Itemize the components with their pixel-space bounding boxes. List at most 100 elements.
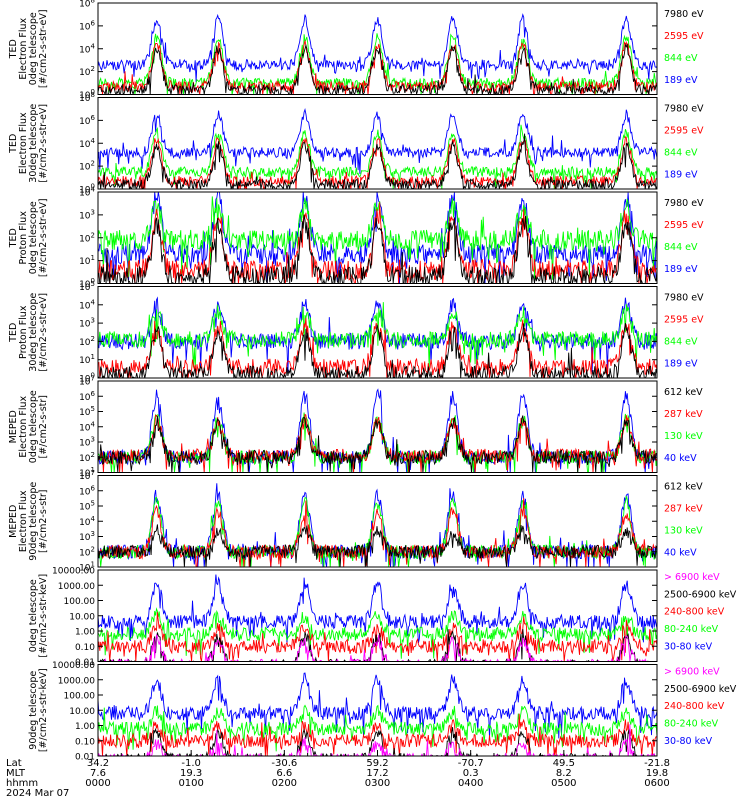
panel-2-ytick-label: 104 [79, 137, 95, 150]
panel-7-series-4-line [98, 607, 657, 659]
panel-6-legend-entry: 40 keV [664, 548, 697, 559]
panel-1-legend-entry: 2595 eV [664, 31, 704, 42]
panel-6-ylabel-line-2: Electron Flux [18, 490, 29, 552]
panel-7-ytick-label: 1000.00 [58, 582, 95, 592]
panel-5-legend-entry: 612 keV [664, 387, 703, 398]
panel-2-legend-entry: 2595 eV [664, 126, 704, 137]
panel-7-ytick-label: 0.01 [75, 658, 95, 668]
xaxis-hhmm-label: 0400 [458, 778, 483, 789]
xaxis-hhmm-label: 0000 [85, 778, 110, 789]
panel-7-legend-entry: 30-80 keV [664, 641, 713, 652]
panel-6-ylabel-line-3: 90deg telescope [28, 482, 39, 561]
panel-6-series-1-line [98, 524, 657, 567]
panel-7-ytick-label: 10.00 [69, 612, 95, 622]
panel-3-ylabel-line-2: Proton Flux [18, 211, 29, 265]
panel-5-legend-entry: 287 keV [664, 409, 703, 420]
panel-2-series-1-line [98, 133, 657, 189]
xaxis-lat-label: -21.8 [644, 758, 670, 769]
panel-1-legend-entry: 844 eV [664, 53, 698, 64]
panel-4-ytick-label: 103 [79, 317, 95, 330]
panel-2-legend-entry: 189 eV [664, 170, 698, 181]
panel-7-legend-entry: 80-240 keV [664, 624, 719, 635]
panel-4-series-3-line [98, 302, 657, 371]
panel-1-series-3-line [98, 33, 657, 95]
panel-1-ytick-label: 108 [79, 0, 95, 10]
panel-4-ytick-label: 101 [79, 353, 95, 366]
panel-8: 0.01 0.10 1.00 10.00 100.00 1000.00 10000.00 90… [28, 661, 737, 763]
panel-6-legend-entry: 612 keV [664, 482, 703, 493]
panel-8-ytick-label: 0.01 [75, 753, 95, 763]
panel-1-ytick-label: 106 [79, 19, 95, 32]
panel-7-ytick-label: 1.00 [75, 628, 95, 638]
panel-4-ylabel-line-2: Proton Flux [18, 305, 29, 359]
panel-5-ytick-label: 104 [79, 420, 95, 433]
panel-8-ylabel-line-1: 90deg telescope [28, 671, 39, 750]
panel-8-legend-entry: > 6900 keV [664, 667, 720, 678]
panel-7-series-3-line [98, 612, 657, 662]
panel-1-ylabel-line-2: Electron Flux [18, 18, 29, 80]
panel-7: 0.01 0.10 1.00 10.00 100.00 1000.00 10000.00 0d… [28, 567, 737, 669]
xaxis-date: 2024 Mar 07 [6, 788, 69, 799]
panel-5-legend-entry: 130 keV [664, 431, 703, 442]
panel-7-series-5-line [98, 574, 657, 645]
panel-4-ytick-label: 102 [79, 335, 95, 348]
panel-3-legend-entry: 189 eV [664, 264, 698, 275]
panel-1-series-4-line [98, 13, 657, 83]
panel-2-ylabel-line-2: Electron Flux [18, 112, 29, 174]
panel-6-ytick-label: 102 [79, 545, 95, 558]
panel-3-ylabel-line-3: 0deg telescope [28, 201, 39, 274]
panel-7-legend-entry: 2500-6900 keV [664, 589, 737, 600]
panel-6-legend-entry: 287 keV [664, 504, 703, 515]
panel-7-series-1-line [98, 634, 657, 662]
xaxis-mlt-label: 19.8 [646, 768, 668, 779]
panel-6-legend-entry: 130 keV [664, 526, 703, 537]
panel-3-ytick-label: 103 [79, 208, 95, 221]
panel-5-ylabel-line-1: MEPED [8, 410, 19, 443]
panel-8-ytick-label: 10.00 [69, 707, 95, 717]
panel-1-series-1-line [98, 43, 657, 95]
xaxis-row-label-hhmm: hhmm [6, 778, 38, 789]
xaxis-lat-label: 34.2 [87, 758, 109, 769]
panel-7-ylabel-line-2: [#/cm2-s-str-keV] [38, 574, 49, 658]
panel-6-ytick-label: 103 [79, 530, 95, 543]
xaxis-lat-label: 49.5 [553, 758, 575, 769]
panel-3-legend-entry: 844 eV [664, 242, 698, 253]
panel-5-ytick-label: 102 [79, 451, 95, 464]
xaxis-mlt-label: 0.3 [463, 768, 479, 779]
panel-4-ytick-label: 104 [79, 298, 95, 311]
xaxis-mlt-label: 6.6 [276, 768, 292, 779]
panel-4-legend-entry: 844 eV [664, 337, 698, 348]
xaxis-row-label-lat: Lat [6, 758, 22, 769]
panel-6-ytick-label: 106 [79, 484, 95, 497]
panel-2-ytick-label: 102 [79, 160, 95, 173]
panel-4-legend-entry: 7980 eV [664, 293, 704, 304]
panel-2-ylabel-line-3: 30deg telescope [28, 104, 39, 183]
panel-7-legend-entry: > 6900 keV [664, 572, 720, 583]
panel-7-series-2-line [98, 629, 657, 662]
panel-2-series-4-line [98, 107, 657, 174]
panel-7-ytick-label: 100.00 [64, 597, 96, 607]
xaxis-hhmm-label: 0100 [178, 778, 203, 789]
xaxis-hhmm-label: 0300 [365, 778, 390, 789]
panel-2-ylabel-line-1: TED [8, 134, 19, 154]
panel-4-legend-entry: 189 eV [664, 359, 698, 370]
panel-8-legend-entry: 2500-6900 keV [664, 684, 737, 695]
panel-4-legend-entry: 2595 eV [664, 315, 704, 326]
panel-8-series-3-line [98, 713, 657, 756]
xaxis-mlt-label: 19.3 [180, 768, 202, 779]
xaxis-hhmm-label: 0500 [551, 778, 576, 789]
panel-3-legend-entry: 2595 eV [664, 220, 704, 231]
panel-4-ylabel-line-1: TED [8, 323, 19, 343]
panel-5-ytick-label: 106 [79, 390, 95, 403]
panel-8-legend-entry: 80-240 keV [664, 719, 719, 730]
panel-1-ylabel-line-3: 0deg telescope [28, 12, 39, 85]
xaxis-hhmm-label: 0200 [272, 778, 297, 789]
panel-5-series-1-line [98, 415, 657, 473]
